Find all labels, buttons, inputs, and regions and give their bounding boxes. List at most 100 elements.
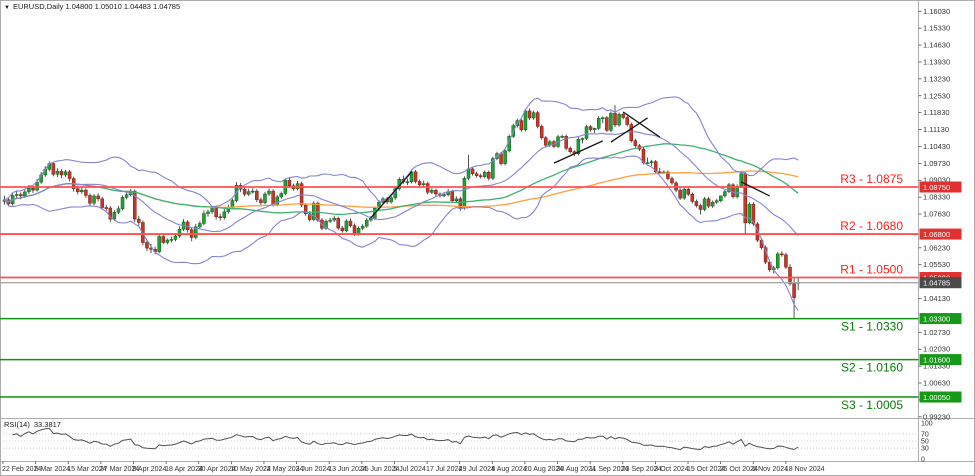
rsi-panel-surface[interactable] bbox=[1, 419, 919, 461]
candle bbox=[535, 112, 540, 127]
candle bbox=[605, 117, 609, 131]
price-axis-tick-label: 1.07630 bbox=[923, 210, 950, 219]
candle bbox=[592, 128, 597, 130]
candle bbox=[145, 242, 149, 249]
date-axis-label: 30 Aug 2024 bbox=[557, 466, 596, 473]
candle bbox=[55, 171, 60, 175]
price-badge-label: 1.06800 bbox=[923, 230, 950, 239]
date-axis-label: 25 Jun 2024 bbox=[361, 466, 400, 473]
candle bbox=[251, 190, 255, 193]
trendline-3[interactable] bbox=[610, 117, 648, 143]
candle bbox=[405, 181, 410, 183]
price-axis-tick-label: 1.04130 bbox=[923, 294, 950, 303]
candle bbox=[92, 195, 96, 204]
date-axis-label: 17 Jul 2024 bbox=[426, 466, 462, 473]
price-axis-tick-label: 1.00630 bbox=[923, 379, 950, 388]
candle bbox=[434, 190, 438, 195]
candle bbox=[544, 137, 548, 146]
price-badge-resistance bbox=[919, 228, 962, 240]
candle bbox=[31, 187, 35, 191]
date-axis-label: 18 Nov 2024 bbox=[785, 466, 825, 473]
candle bbox=[755, 223, 760, 241]
date-axis-label: 3 Jun 2024 bbox=[296, 466, 331, 473]
trendline-4[interactable] bbox=[622, 111, 661, 138]
candle bbox=[161, 236, 165, 243]
candle bbox=[568, 148, 572, 153]
candle bbox=[539, 126, 544, 139]
price-badge-support bbox=[919, 313, 962, 325]
candle bbox=[409, 171, 414, 182]
price-badge-label: 1.03300 bbox=[923, 315, 950, 324]
candle bbox=[483, 172, 487, 177]
trendline-5[interactable] bbox=[740, 181, 770, 197]
price-badge-resistance bbox=[919, 181, 962, 193]
candle bbox=[523, 110, 528, 131]
candle bbox=[694, 201, 699, 206]
price-axis-tick-label: 1.16030 bbox=[923, 7, 950, 16]
candle bbox=[564, 136, 568, 149]
candle bbox=[474, 173, 479, 176]
price-badge-label: 1.01600 bbox=[923, 356, 950, 365]
candle bbox=[751, 203, 756, 225]
candle bbox=[344, 220, 349, 231]
level-label-s1: S1 - 1.0330 bbox=[841, 320, 903, 334]
rsi-scale-label: 70 bbox=[921, 431, 929, 438]
candle bbox=[352, 225, 357, 235]
price-axis-tick-label: 0.99230 bbox=[923, 412, 950, 421]
price-axis-tick-label: 1.09030 bbox=[923, 176, 950, 185]
candle bbox=[580, 138, 585, 140]
candle bbox=[710, 201, 715, 207]
price-axis-tick-label: 1.11130 bbox=[923, 125, 949, 134]
candle bbox=[308, 213, 312, 220]
candle bbox=[336, 218, 340, 229]
candle bbox=[621, 114, 625, 118]
price-badge-label: 1.08750 bbox=[923, 183, 950, 192]
candle bbox=[450, 191, 454, 202]
date-axis-label: 22 May 2024 bbox=[263, 466, 304, 473]
candle bbox=[442, 194, 446, 196]
candle bbox=[784, 254, 788, 268]
chart-plot-area[interactable] bbox=[1, 1, 919, 418]
candle bbox=[271, 190, 275, 205]
candle bbox=[23, 191, 27, 197]
rsi-scale-label: 100 bbox=[921, 421, 933, 428]
candle bbox=[112, 212, 117, 220]
candle bbox=[584, 126, 589, 139]
candle bbox=[255, 190, 259, 201]
trendline-2[interactable] bbox=[553, 140, 604, 164]
date-axis-label: 18 Apr 2024 bbox=[165, 466, 203, 473]
candle bbox=[743, 173, 747, 223]
candle bbox=[686, 188, 691, 195]
price-axis-tick-label: 1.13230 bbox=[923, 74, 950, 83]
candle bbox=[625, 117, 629, 125]
candle bbox=[108, 207, 113, 220]
candle bbox=[780, 253, 784, 256]
candle bbox=[88, 195, 92, 204]
candle bbox=[157, 236, 161, 252]
candle bbox=[210, 208, 214, 213]
candle bbox=[678, 189, 682, 199]
trendlines bbox=[370, 111, 770, 219]
candle bbox=[698, 205, 703, 210]
candle bbox=[658, 171, 662, 174]
price-axis-tick-label: 1.15330 bbox=[923, 24, 950, 33]
candle bbox=[527, 110, 532, 119]
candle bbox=[426, 183, 430, 193]
date-axis-label: 8 Apr 2024 bbox=[132, 466, 166, 473]
trendline-1[interactable] bbox=[370, 171, 412, 219]
price-axis[interactable]: 1.16030 1.15330 1.14630 1.13930 1.13230 1.125… bbox=[918, 7, 962, 422]
candle bbox=[222, 211, 227, 218]
chart-plot-surface[interactable] bbox=[1, 1, 919, 418]
sma-50-line bbox=[4, 143, 799, 216]
candle bbox=[531, 112, 536, 119]
candle bbox=[324, 221, 328, 229]
candle bbox=[653, 161, 658, 173]
date-axis-label: 3 Oct 2024 bbox=[654, 466, 688, 473]
candle bbox=[360, 225, 365, 229]
candle bbox=[776, 253, 780, 269]
date-axis-label: 13 Jun 2024 bbox=[328, 466, 367, 473]
candle bbox=[169, 239, 174, 241]
